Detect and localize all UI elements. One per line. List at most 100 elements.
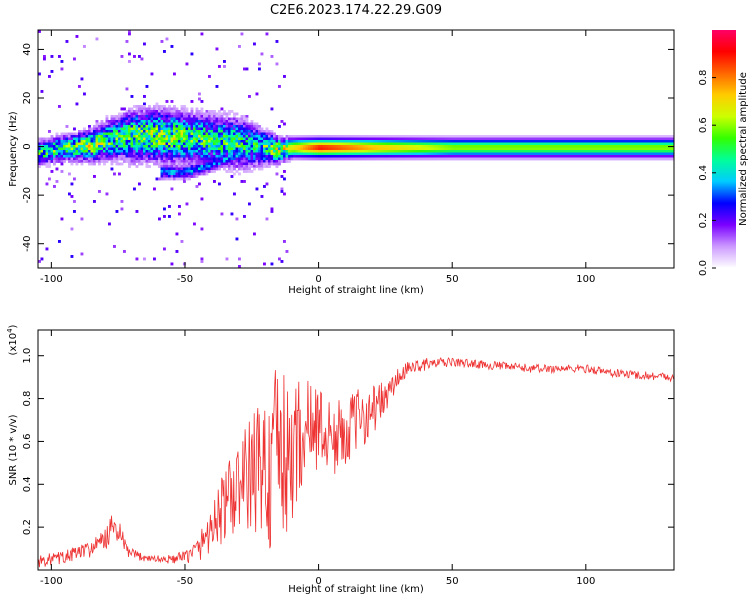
heatmap-cell	[185, 110, 189, 113]
heatmap-cell	[143, 150, 146, 153]
heatmap-cell	[213, 162, 216, 166]
heatmap-cell	[493, 140, 496, 143]
heatmap-cell	[573, 152, 576, 156]
heatmap-cell	[615, 140, 619, 143]
heatmap-cell	[210, 162, 214, 166]
heatmap-cell	[450, 140, 454, 143]
heatmap-cell	[130, 95, 134, 98]
heatmap-cell	[265, 155, 269, 158]
heatmap-cell	[505, 135, 509, 138]
heatmap-cell	[235, 127, 239, 131]
heatmap-cell	[140, 147, 144, 151]
heatmap-cell	[48, 142, 51, 146]
heatmap-cell	[353, 140, 356, 143]
heatmap-cell	[185, 112, 189, 116]
heatmap-cell	[195, 117, 199, 121]
heatmap-cell	[200, 125, 204, 128]
heatmap-cell	[200, 227, 204, 231]
heatmap-cell	[50, 170, 54, 173]
heatmap-cell	[203, 160, 206, 163]
heatmap-cell	[103, 160, 106, 163]
heatmap-cell	[248, 202, 251, 206]
heatmap-cell	[280, 145, 284, 148]
heatmap-cell	[483, 152, 486, 156]
heatmap-cell	[255, 127, 259, 131]
heatmap-cell	[278, 85, 281, 88]
heatmap-cell	[180, 240, 184, 243]
heatmap-cell	[168, 132, 171, 136]
heatmap-cell	[530, 142, 534, 146]
heatmap-cell	[645, 135, 649, 138]
heatmap-cell	[83, 155, 86, 158]
heatmap-cell	[495, 140, 499, 143]
heatmap-cell	[600, 145, 604, 148]
heatmap-cell	[158, 107, 161, 111]
heatmap-cell	[470, 152, 474, 156]
heatmap-cell	[143, 120, 146, 123]
heatmap-cell	[570, 145, 574, 148]
heatmap-cell	[333, 137, 336, 141]
heatmap-cell	[43, 152, 46, 156]
heatmap-cell	[555, 150, 559, 153]
heatmap-cell	[243, 165, 246, 168]
heatmap-cell	[125, 115, 129, 118]
heatmap-cell	[308, 140, 311, 143]
heatmap-cell	[158, 177, 161, 181]
heatmap-cell	[385, 135, 389, 138]
heatmap-cell	[140, 112, 144, 116]
heatmap-cell	[545, 155, 549, 158]
heatmap-cell	[258, 157, 261, 161]
heatmap-cell	[215, 130, 219, 133]
heatmap-cell	[365, 147, 369, 151]
heatmap-cell	[228, 167, 231, 171]
heatmap-cell	[235, 170, 239, 173]
heatmap-cell	[208, 117, 211, 121]
heatmap-cell	[608, 150, 611, 153]
heatmap-cell	[258, 167, 261, 171]
heatmap-cell	[503, 137, 506, 141]
heatmap-cell	[283, 157, 286, 161]
heatmap-cell	[658, 147, 661, 151]
heatmap-cell	[440, 155, 444, 158]
heatmap-cell	[150, 122, 154, 126]
heatmap-cell	[633, 142, 636, 146]
heatmap-cell	[195, 110, 199, 113]
heatmap-cell	[598, 150, 601, 153]
heatmap-cell	[40, 137, 44, 141]
heatmap-cell	[383, 135, 386, 138]
heatmap-cell	[225, 160, 229, 163]
heatmap-cell	[183, 152, 186, 156]
heatmap-cell	[558, 137, 561, 141]
heatmap-cell	[508, 150, 511, 153]
heatmap-cell	[160, 155, 164, 158]
heatmap-cell	[135, 132, 139, 136]
heatmap-cell	[483, 137, 486, 141]
heatmap-cell	[595, 150, 599, 153]
heatmap-cell	[525, 157, 529, 161]
heatmap-cell	[60, 145, 64, 148]
heatmap-cell	[55, 157, 59, 161]
heatmap-cell	[88, 132, 91, 136]
heatmap-cell	[545, 135, 549, 138]
heatmap-cell	[238, 152, 241, 156]
heatmap-cell	[518, 140, 521, 143]
heatmap-cell	[535, 147, 539, 151]
heatmap-cell	[138, 132, 141, 136]
heatmap-cell	[390, 152, 394, 156]
heatmap-cell	[128, 120, 131, 123]
heatmap-cell	[50, 152, 54, 156]
heatmap-cell	[240, 145, 244, 148]
heatmap-cell	[118, 120, 121, 123]
heatmap-cell	[303, 150, 306, 153]
heatmap-cell	[210, 115, 214, 118]
heatmap-cell	[438, 150, 441, 153]
heatmap-cell	[563, 145, 566, 148]
heatmap-cell	[155, 110, 159, 113]
heatmap-cell	[168, 117, 171, 121]
heatmap-cell	[503, 140, 506, 143]
heatmap-cell	[580, 135, 584, 138]
heatmap-cell	[230, 140, 234, 143]
heatmap-cell	[318, 152, 321, 156]
heatmap-cell	[458, 137, 461, 141]
heatmap-cell	[583, 150, 586, 153]
